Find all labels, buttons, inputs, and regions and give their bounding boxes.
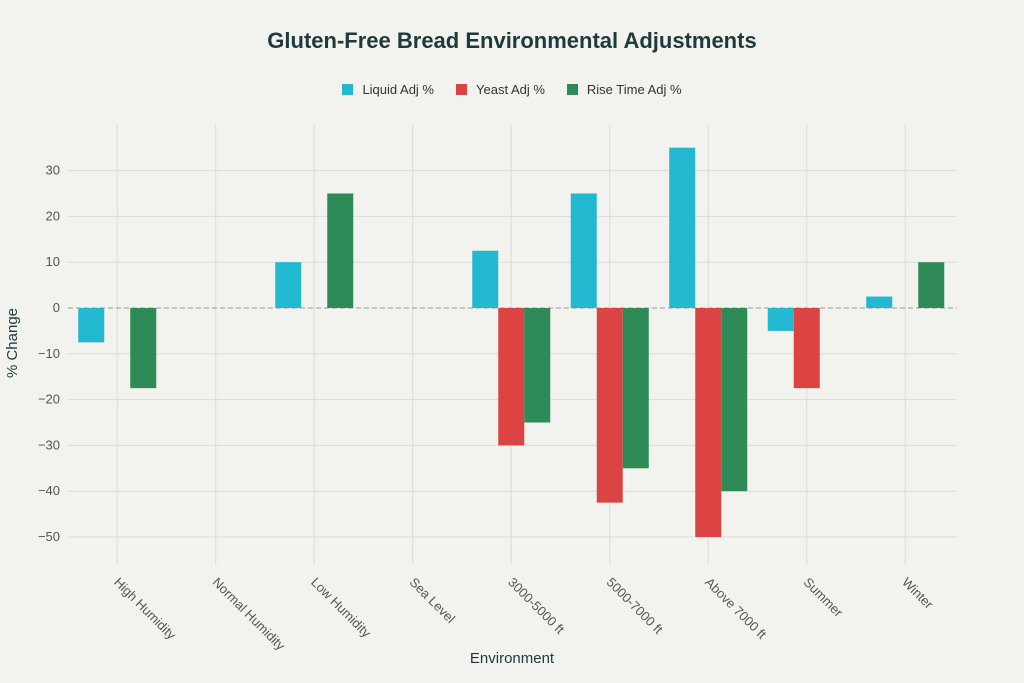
bar-liquid-adj [767,308,794,331]
y-axis-title: % Change [4,308,21,378]
bar-rise-time-adj [918,262,945,308]
y-tick-label: −10 [38,346,60,361]
legend-label-yeast: Yeast Adj % [476,82,545,97]
bar-rise-time-adj [721,308,748,492]
x-axis-title: Environment [470,650,555,667]
bar-rise-time-adj [327,193,354,308]
chart-title: Gluten-Free Bread Environmental Adjustme… [267,28,757,53]
x-tick-label: 3000-5000 ft [505,575,568,638]
bar-liquid-adj [472,250,499,308]
bar-yeast-adj [596,308,623,503]
legend-swatch-yeast [456,84,467,95]
y-tick-label: 30 [46,163,60,178]
bar-liquid-adj [866,296,893,308]
legend-label-liquid: Liquid Adj % [362,82,434,97]
legend-swatch-rise-time [566,84,578,95]
y-tick-label: 10 [46,254,60,269]
x-tick-label: Winter [899,575,937,613]
legend: Liquid Adj % Yeast Adj % Rise Time Adj % [0,82,1024,97]
x-tick-label: Summer [801,575,847,621]
bar-liquid-adj [78,308,105,343]
bar-yeast-adj [498,308,525,446]
bar-rise-time-adj [524,308,551,423]
y-tick-label: −40 [38,483,60,498]
y-tick-label: 20 [46,208,60,223]
x-tick-label: Above 7000 ft [702,575,770,643]
bar-yeast-adj [793,308,820,389]
legend-item-rise-time[interactable]: Rise Time Adj % [566,82,682,97]
legend-label-rise-time: Rise Time Adj % [586,82,682,97]
legend-swatch-liquid [342,84,354,95]
y-tick-label: −50 [38,529,60,544]
bar-liquid-adj [570,193,597,308]
bar-rise-time-adj [130,308,157,389]
x-tick-label: 5000-7000 ft [604,575,667,638]
bar-rise-time-adj [622,308,649,469]
x-tick-label: High Humidity [111,575,179,643]
legend-item-yeast[interactable]: Yeast Adj % [456,82,545,97]
bar-liquid-adj [669,147,696,308]
bar-liquid-adj [275,262,302,308]
y-tick-label: 0 [53,300,60,315]
bar-yeast-adj [695,308,722,537]
y-tick-label: −30 [38,437,60,452]
x-tick-label: Low Humidity [308,575,374,641]
x-tick-label: Normal Humidity [210,575,289,654]
x-tick-label: Sea Level [407,575,459,627]
y-tick-label: −20 [38,392,60,407]
legend-item-liquid[interactable]: Liquid Adj % [342,82,434,97]
